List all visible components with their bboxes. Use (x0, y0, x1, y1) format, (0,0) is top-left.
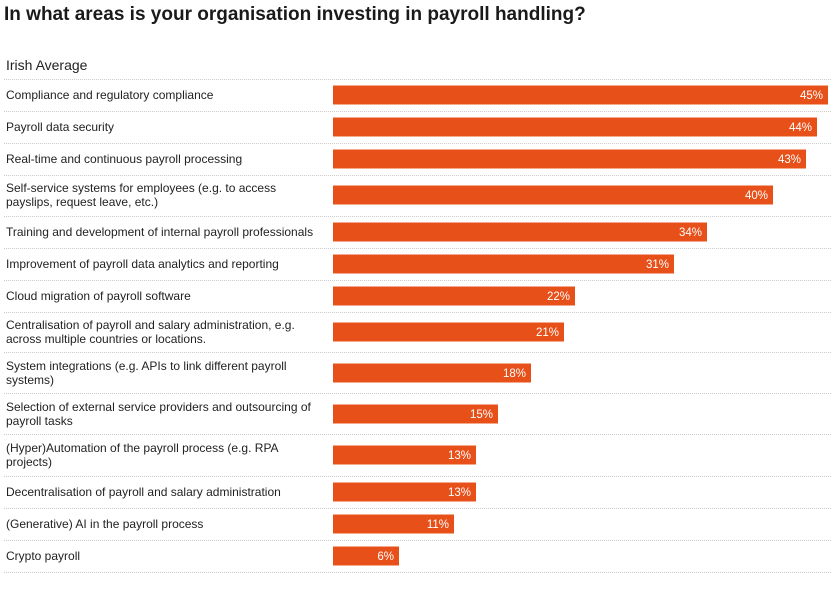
category-label: System integrations (e.g. APIs to link d… (6, 359, 287, 387)
bar-2 (333, 117, 817, 137)
category-label-line: Crypto payroll (6, 549, 80, 563)
category-label: Cloud migration of payroll software (6, 289, 191, 303)
category-label-line: Payroll data security (6, 120, 114, 134)
category-label: Selection of external service providers … (6, 400, 312, 428)
category-label: (Generative) AI in the payroll process (6, 517, 203, 531)
category-label: Self-service systems for employees (e.g.… (6, 181, 276, 209)
category-label: (Hyper)Automation of the payroll process… (6, 441, 279, 469)
category-label-line: Real-time and continuous payroll process… (6, 152, 242, 166)
bar-14 (333, 546, 399, 566)
bar-9 (333, 363, 531, 383)
bar-value-label: 6% (377, 551, 394, 563)
category-label-line: payslips, request leave, etc.) (6, 195, 158, 209)
category-label: Training and development of internal pay… (6, 225, 313, 239)
category-label-line: projects) (6, 455, 52, 469)
category-label-line: payroll tasks (6, 414, 73, 428)
category-label-line: System integrations (e.g. APIs to link d… (6, 359, 287, 373)
chart-title: In what areas is your organisation inves… (4, 4, 586, 25)
bar-value-label: 22% (547, 291, 570, 303)
bar-value-label: 13% (448, 450, 471, 462)
category-label-line: Centralisation of payroll and salary adm… (6, 318, 295, 332)
category-label-line: across multiple countries or locations. (6, 332, 206, 346)
bar-5 (333, 222, 707, 242)
category-label: Payroll data security (6, 120, 114, 134)
category-label: Decentralisation of payroll and salary a… (6, 485, 281, 499)
bar-value-label: 11% (427, 519, 449, 531)
category-label-line: Self-service systems for employees (e.g.… (6, 181, 276, 195)
category-label-line: Selection of external service providers … (6, 400, 312, 414)
bar-value-label: 18% (503, 368, 526, 380)
category-label: Real-time and continuous payroll process… (6, 152, 242, 166)
bar-value-label: 34% (679, 227, 702, 239)
bar-4 (333, 185, 773, 205)
bar-value-label: 45% (800, 90, 823, 102)
bar-value-label: 15% (470, 409, 493, 421)
bar-7 (333, 286, 575, 306)
bar-value-label: 44% (789, 122, 812, 134)
bar-value-label: 21% (536, 327, 559, 339)
category-label: Crypto payroll (6, 549, 80, 563)
bar-10 (333, 404, 498, 424)
bar-1 (333, 85, 828, 105)
bar-value-label: 40% (745, 190, 768, 202)
bar-13 (333, 514, 454, 534)
bar-6 (333, 254, 674, 274)
category-label: Compliance and regulatory compliance (6, 88, 214, 102)
chart-subtitle: Irish Average (6, 57, 88, 73)
category-label-line: Training and development of internal pay… (6, 225, 313, 239)
category-label-line: Compliance and regulatory compliance (6, 88, 214, 102)
category-label-line: Cloud migration of payroll software (6, 289, 191, 303)
bar-11 (333, 445, 476, 465)
bar-value-label: 31% (646, 259, 669, 271)
bar-8 (333, 322, 564, 342)
category-label-line: Decentralisation of payroll and salary a… (6, 485, 281, 499)
bar-value-label: 43% (778, 154, 801, 166)
bar-3 (333, 149, 806, 169)
category-label-line: systems) (6, 373, 54, 387)
category-label-line: (Generative) AI in the payroll process (6, 517, 203, 531)
category-label-line: (Hyper)Automation of the payroll process… (6, 441, 279, 455)
bar-value-label: 13% (448, 487, 471, 499)
category-label: Improvement of payroll data analytics an… (6, 257, 279, 271)
category-label-line: Improvement of payroll data analytics an… (6, 257, 279, 271)
bar-12 (333, 482, 476, 502)
category-label: Centralisation of payroll and salary adm… (6, 318, 295, 346)
